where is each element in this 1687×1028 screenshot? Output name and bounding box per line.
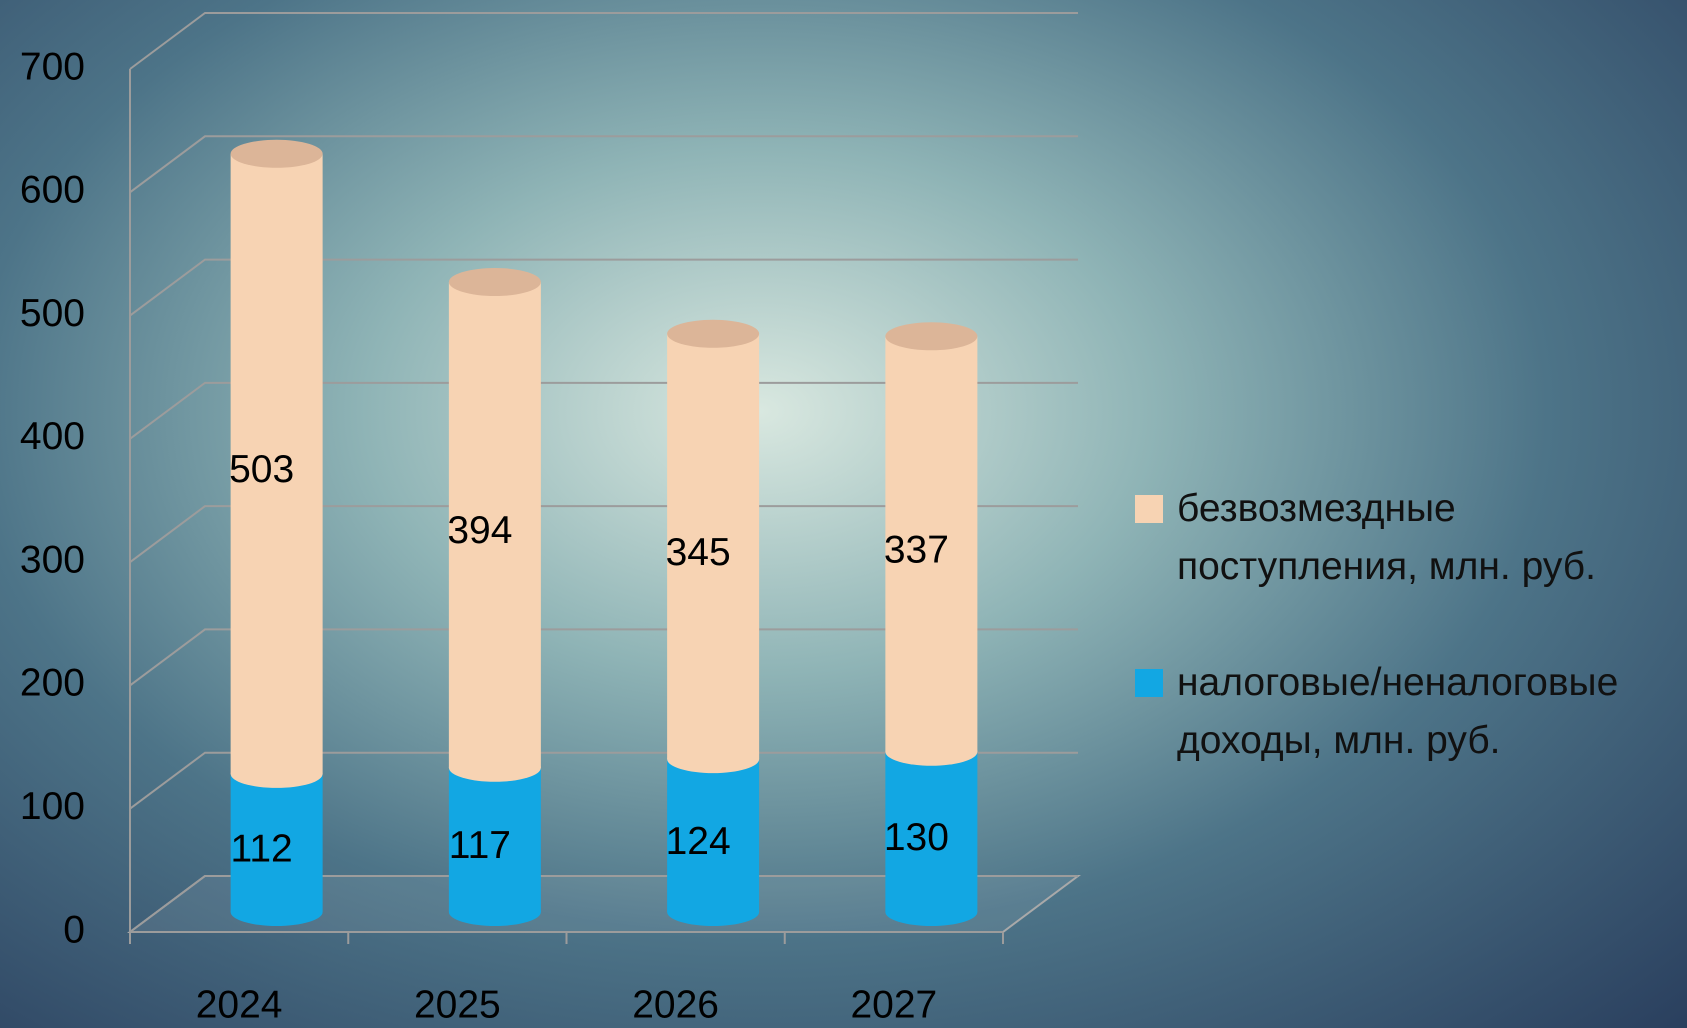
value-label: 345 <box>666 531 731 574</box>
chart: 0 100 200 300 400 500 600 700 2024 112 503 2025 117 3… <box>0 0 1687 1028</box>
y-tick-label: 200 <box>20 662 85 705</box>
legend: безвозмездные поступления, млн. руб. нало… <box>1135 480 1675 828</box>
x-tick-label: 2025 <box>414 983 501 1026</box>
value-label: 503 <box>229 448 294 491</box>
legend-swatch <box>1135 669 1163 697</box>
bar-top <box>449 268 541 296</box>
y-tick-label: 600 <box>20 169 85 212</box>
x-tick-label: 2024 <box>196 983 283 1026</box>
value-label: 394 <box>447 509 512 552</box>
bar-top <box>667 320 759 348</box>
y-tick-label: 300 <box>20 538 85 581</box>
value-label: 337 <box>884 528 949 571</box>
y-tick-label: 100 <box>20 785 85 828</box>
legend-item: безвозмездные поступления, млн. руб. <box>1135 480 1675 596</box>
value-label: 130 <box>884 816 949 859</box>
x-tick-label: 2026 <box>632 983 719 1026</box>
y-tick-label: 500 <box>20 292 85 335</box>
value-label: 117 <box>449 824 511 867</box>
y-tick-label: 400 <box>20 415 85 458</box>
y-tick-label: 0 <box>63 908 85 951</box>
legend-swatch <box>1135 495 1163 523</box>
bar-top <box>885 322 977 350</box>
bar-top <box>231 140 323 168</box>
value-label: 124 <box>666 820 731 863</box>
grid-line <box>130 13 1078 69</box>
legend-label: безвозмездные поступления, млн. руб. <box>1177 487 1596 588</box>
value-label: 112 <box>231 827 293 870</box>
y-tick-label: 700 <box>20 45 85 88</box>
x-tick-label: 2027 <box>850 983 937 1026</box>
legend-label: налоговые/неналоговые доходы, млн. руб. <box>1177 661 1618 762</box>
legend-item: налоговые/неналоговые доходы, млн. руб. <box>1135 654 1675 770</box>
